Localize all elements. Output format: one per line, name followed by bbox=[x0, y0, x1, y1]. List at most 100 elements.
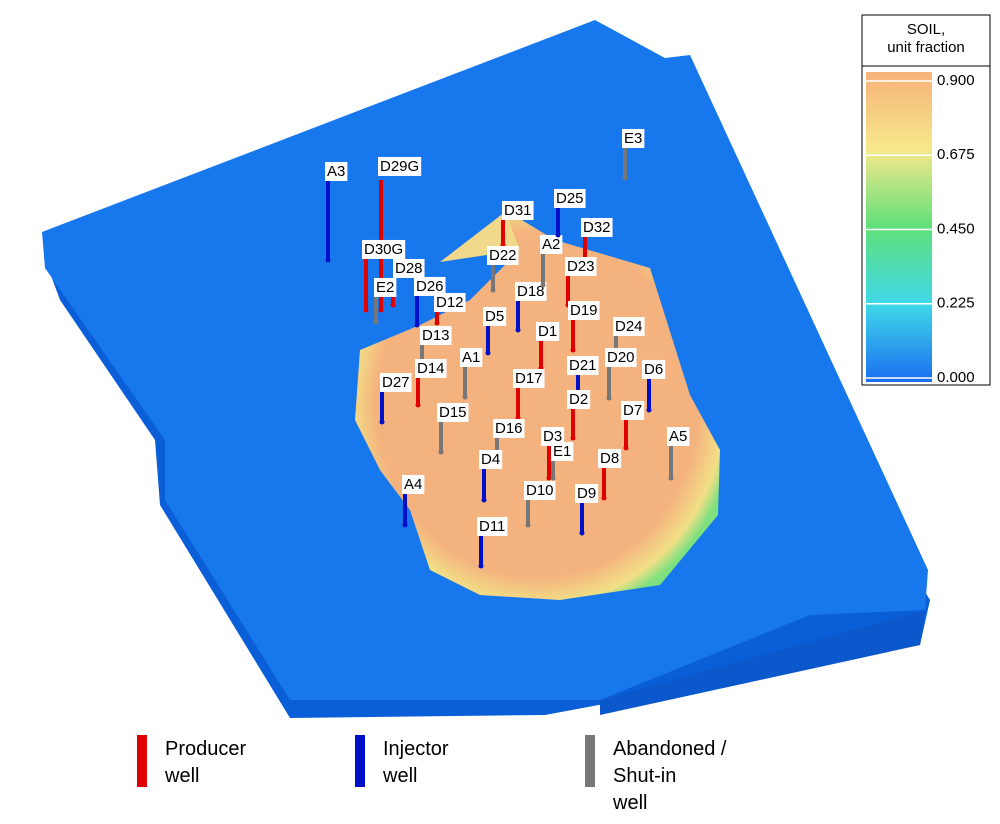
well-end bbox=[606, 395, 612, 401]
well-label: D9 bbox=[577, 485, 596, 502]
well-label-box bbox=[540, 234, 563, 254]
well-label-box bbox=[575, 483, 599, 503]
colorbar-tick-label: 0.450 bbox=[937, 220, 975, 237]
colorbar-title: unit fraction bbox=[887, 39, 965, 56]
well-label-box bbox=[598, 448, 622, 468]
well-label-box bbox=[483, 306, 507, 326]
legend-label: well bbox=[612, 792, 647, 814]
well-label: D15 bbox=[439, 404, 467, 421]
well-end bbox=[379, 419, 385, 425]
well-end bbox=[570, 435, 576, 441]
well-label-box bbox=[551, 441, 574, 461]
well-end bbox=[550, 475, 556, 481]
well-label-box bbox=[493, 418, 525, 438]
well-label: D6 bbox=[644, 361, 663, 378]
well-label-box bbox=[380, 372, 412, 392]
well-end bbox=[490, 287, 496, 293]
well-label: D32 bbox=[583, 219, 611, 236]
well-end bbox=[390, 302, 396, 308]
well-end bbox=[485, 350, 491, 356]
well-label-box bbox=[622, 128, 645, 148]
well-label: D8 bbox=[600, 450, 619, 467]
well-label-box bbox=[479, 449, 503, 469]
well-label-box bbox=[568, 300, 600, 320]
well-label: D30G bbox=[364, 241, 403, 258]
well-label-box bbox=[420, 325, 452, 345]
well-label: D19 bbox=[570, 302, 598, 319]
well-label-box bbox=[477, 516, 508, 536]
legend-label: well bbox=[382, 765, 417, 787]
well-label-box bbox=[565, 256, 597, 276]
well-end bbox=[415, 402, 421, 408]
oil-region bbox=[355, 210, 720, 600]
well-label: D20 bbox=[607, 349, 635, 366]
well-label-box bbox=[667, 426, 690, 446]
legend-label: well bbox=[164, 765, 199, 787]
well-label-box bbox=[325, 161, 348, 181]
well-label-box bbox=[460, 347, 483, 367]
well-label: A2 bbox=[542, 236, 560, 253]
legend-swatch bbox=[137, 735, 147, 787]
well-label: D28 bbox=[395, 260, 423, 277]
well-end bbox=[555, 232, 561, 238]
well-label: D1 bbox=[538, 323, 557, 340]
well-label-box bbox=[567, 355, 599, 375]
well-label-box bbox=[554, 188, 586, 208]
well-label-box bbox=[374, 277, 397, 297]
well-label: D17 bbox=[515, 370, 543, 387]
well-label: D18 bbox=[517, 283, 545, 300]
well-label-box bbox=[502, 200, 534, 220]
well-label-box bbox=[434, 292, 466, 312]
well-label: D29G bbox=[380, 158, 419, 175]
well-label-box bbox=[437, 402, 469, 422]
well-end bbox=[646, 407, 652, 413]
well-label: D25 bbox=[556, 190, 584, 207]
well-label: E1 bbox=[553, 443, 571, 460]
reservoir-model bbox=[42, 20, 930, 718]
well-label-box bbox=[642, 359, 666, 379]
well-label-box bbox=[524, 480, 556, 500]
well-label: D22 bbox=[489, 247, 517, 264]
well-end bbox=[481, 497, 487, 503]
well-end bbox=[478, 563, 484, 569]
well-label: D4 bbox=[481, 451, 500, 468]
well-label-box bbox=[415, 358, 447, 378]
well-label-box bbox=[487, 245, 519, 265]
well-label-box bbox=[402, 474, 425, 494]
well-label-box bbox=[362, 239, 406, 259]
well-end bbox=[546, 475, 552, 481]
well-label-box bbox=[567, 389, 591, 409]
colorbar-gradient bbox=[866, 72, 932, 382]
well-end bbox=[434, 320, 440, 326]
well-end bbox=[570, 347, 576, 353]
legend-label: Shut-in bbox=[613, 765, 676, 787]
well-end bbox=[414, 322, 420, 328]
well-label-box bbox=[393, 258, 425, 278]
well-label: D14 bbox=[417, 360, 445, 377]
well-label-box bbox=[541, 426, 565, 446]
legend-label: Injector bbox=[383, 738, 449, 760]
well-label: D13 bbox=[422, 327, 450, 344]
well-end bbox=[325, 257, 331, 263]
well-label: D3 bbox=[543, 428, 562, 445]
well-label-box bbox=[513, 368, 545, 388]
well-end bbox=[402, 522, 408, 528]
well-label: D10 bbox=[526, 482, 554, 499]
well-end bbox=[540, 282, 546, 288]
well-label: D27 bbox=[382, 374, 410, 391]
well-label: D12 bbox=[436, 294, 464, 311]
colorbar-tick-label: 0.900 bbox=[937, 72, 975, 89]
well-label-box bbox=[605, 347, 637, 367]
colorbar-tick-label: 0.675 bbox=[937, 146, 975, 163]
colorbar-tick-label: 0.225 bbox=[937, 295, 975, 312]
well-label: D11 bbox=[479, 518, 505, 535]
well-label: D2 bbox=[569, 391, 588, 408]
well-end bbox=[668, 475, 674, 481]
well-label: A5 bbox=[669, 428, 687, 445]
well-label: D16 bbox=[495, 420, 523, 437]
well-label: D21 bbox=[569, 357, 597, 374]
well-end bbox=[525, 522, 531, 528]
legend-label: Producer bbox=[165, 738, 246, 760]
